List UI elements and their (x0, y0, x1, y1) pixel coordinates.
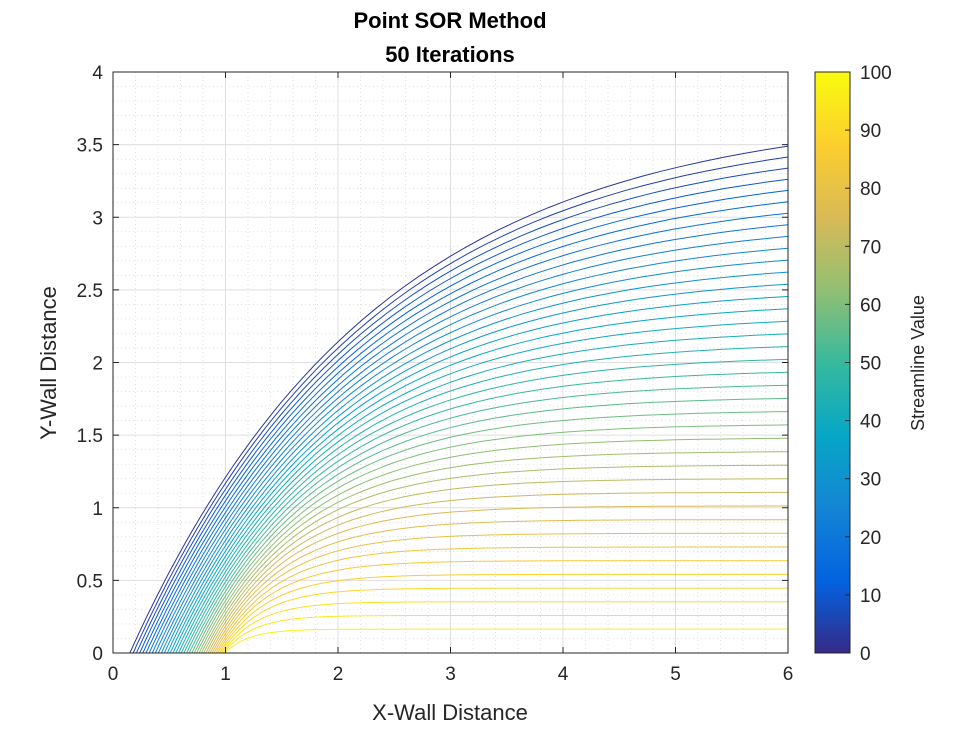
contour-line (217, 560, 788, 654)
contour-line (207, 491, 788, 654)
contour-line (196, 424, 789, 654)
y-tick-label: 4 (92, 63, 103, 84)
contour-line (135, 167, 789, 654)
contour-line (191, 397, 789, 654)
colorbar-tick-label: 30 (860, 470, 881, 491)
contour-line (142, 189, 789, 654)
contour-line (148, 212, 789, 654)
contour-line (163, 271, 789, 654)
contour-line (139, 178, 789, 654)
contour-line (193, 411, 789, 654)
contour-line (132, 156, 789, 654)
x-tick-label: 6 (783, 664, 794, 685)
plot-area: 0 1 2 3 4 5 6 0 0.5 1 1.5 2 2.5 3 3.5 4 (77, 63, 794, 685)
contour-line (215, 546, 788, 654)
contour-line (169, 296, 789, 654)
y-tick-label: 2.5 (77, 281, 103, 302)
y-axis-ticks: 0 0.5 1 1.5 2 2.5 3 3.5 4 (77, 63, 788, 665)
x-tick-label: 3 (445, 664, 456, 685)
contour-line (220, 587, 788, 654)
contour-line (180, 346, 789, 654)
contour-line (178, 333, 789, 654)
colorbar-tick-label: 40 (860, 412, 881, 433)
contour-line (172, 308, 789, 654)
colorbar-label: Streamline Value (908, 295, 928, 431)
contour-line (186, 371, 789, 654)
x-tick-label: 4 (558, 664, 569, 685)
contour-line (175, 320, 789, 654)
colorbar-tick-label: 20 (860, 528, 881, 549)
chart-title-line-2: 50 Iterations (385, 42, 515, 67)
x-tick-label: 2 (333, 664, 344, 685)
colorbar-tick-label: 70 (860, 237, 881, 258)
contour-line (188, 384, 789, 654)
x-tick-label: 0 (108, 664, 119, 685)
contour-line (198, 437, 789, 654)
colorbar-ticks: 0 10 20 30 40 50 60 70 80 90 100 (845, 63, 892, 665)
x-axis-label: X-Wall Distance (372, 700, 528, 725)
x-axis-ticks: 0 1 2 3 4 5 6 (108, 72, 794, 685)
contour-line (154, 235, 789, 654)
colorbar-tick-label: 10 (860, 586, 881, 607)
contour-line (203, 464, 789, 654)
contour-line (211, 519, 788, 654)
contour-line (224, 628, 788, 654)
y-tick-label: 2 (92, 354, 103, 375)
x-tick-label: 5 (670, 664, 681, 685)
y-tick-label: 1.5 (77, 426, 103, 447)
contour-line (157, 247, 789, 654)
y-tick-label: 0.5 (77, 571, 103, 592)
contour-line (221, 601, 788, 654)
colorbar-tick-label: 50 (860, 354, 881, 375)
colorbar-gradient (814, 71, 851, 654)
colorbar-tick-label: 60 (860, 295, 881, 316)
contour-line (200, 451, 789, 654)
y-tick-label: 0 (92, 644, 103, 665)
colorbar: 0 10 20 30 40 50 60 70 80 90 100 (814, 63, 892, 665)
contour-line (166, 283, 789, 654)
contour-line (205, 478, 788, 654)
colorbar-tick-label: 90 (860, 121, 881, 142)
colorbar-tick-label: 100 (860, 63, 892, 84)
y-tick-label: 1 (92, 499, 103, 520)
contour-line (183, 358, 789, 654)
contour-line (213, 532, 788, 654)
y-axis-label: Y-Wall Distance (36, 286, 61, 440)
contour-line (223, 615, 788, 654)
contour-line (160, 259, 789, 654)
chart-title-line-1: Point SOR Method (353, 8, 546, 33)
contour-line (151, 224, 789, 654)
contour-line (145, 201, 789, 654)
colorbar-tick-label: 0 (860, 644, 871, 665)
contour-line (209, 505, 788, 654)
contour-line (218, 573, 788, 654)
y-tick-label: 3.5 (77, 136, 103, 157)
contour-lines (129, 145, 789, 654)
contour-line (129, 145, 789, 654)
x-tick-label: 1 (220, 664, 231, 685)
colorbar-tick-label: 80 (860, 179, 881, 200)
y-tick-label: 3 (92, 208, 103, 229)
